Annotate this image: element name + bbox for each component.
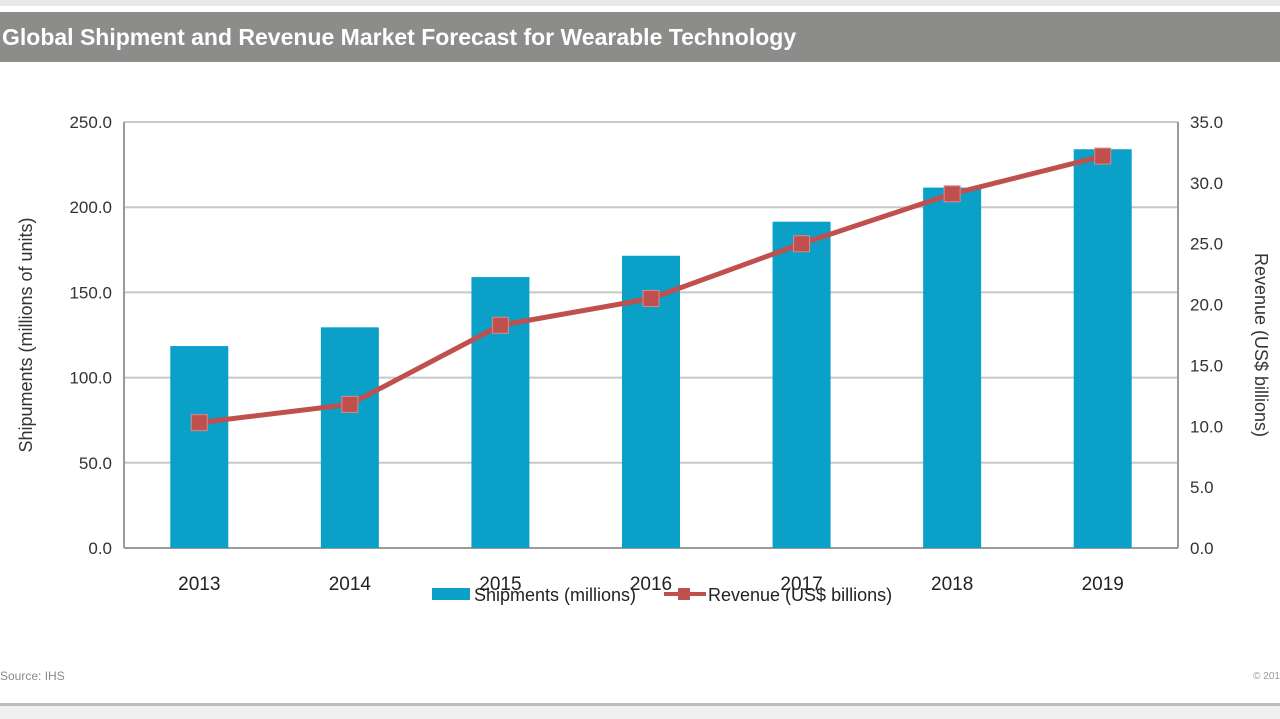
legend-swatch-revenue-marker bbox=[678, 588, 690, 600]
y-left-tick-label: 250.0 bbox=[69, 113, 112, 132]
x-tick-label: 2016 bbox=[630, 574, 672, 595]
copyright-note: © 201 bbox=[1253, 671, 1280, 682]
y-right-tick-label: 20.0 bbox=[1190, 296, 1223, 315]
chart-canvas: 0.0 50.0 100.0 150.0 200.0 250.0 0.0 5.0 10.0 15.… bbox=[16, 113, 1271, 605]
shipment-bar bbox=[320, 327, 379, 548]
source-note: Source: IHS bbox=[0, 669, 65, 683]
y-right-tick-label: 0.0 bbox=[1190, 539, 1214, 558]
x-tick-label: 2013 bbox=[178, 574, 220, 595]
y-left-tick-label: 100.0 bbox=[69, 369, 112, 388]
chart-header: Global Shipment and Revenue Market Forec… bbox=[0, 12, 1280, 62]
legend-label-shipments: Shipments (millions) bbox=[474, 585, 636, 605]
y-right-tick-label: 35.0 bbox=[1190, 113, 1223, 132]
revenue-marker bbox=[943, 185, 961, 203]
y-right-tick-label: 10.0 bbox=[1190, 417, 1223, 436]
x-tick-label: 2019 bbox=[1082, 574, 1124, 595]
y-right-tick-label: 5.0 bbox=[1190, 478, 1214, 497]
shipment-bar bbox=[923, 187, 982, 548]
x-tick-label: 2014 bbox=[329, 574, 372, 595]
revenue-marker bbox=[793, 235, 811, 253]
top-band bbox=[0, 0, 1280, 6]
shipment-bar bbox=[1073, 149, 1132, 548]
revenue-marker bbox=[190, 414, 208, 432]
y-right-axis-title: Revenue (US$ billions) bbox=[1251, 253, 1271, 437]
y-left-tick-label: 0.0 bbox=[88, 539, 112, 558]
revenue-marker bbox=[1094, 147, 1112, 165]
revenue-marker bbox=[341, 395, 359, 413]
shipment-bar bbox=[772, 221, 831, 548]
revenue-marker bbox=[642, 289, 660, 307]
legend-swatch-shipments bbox=[432, 588, 470, 600]
x-tick-label: 2017 bbox=[780, 574, 822, 595]
y-left-tick-label: 150.0 bbox=[69, 283, 112, 302]
y-right-tick-label: 15.0 bbox=[1190, 356, 1223, 375]
x-tick-label: 2018 bbox=[931, 574, 973, 595]
shipment-bar bbox=[170, 346, 229, 548]
revenue-marker bbox=[491, 316, 509, 334]
y-left-tick-label: 200.0 bbox=[69, 198, 112, 217]
x-tick-label: 2015 bbox=[479, 574, 521, 595]
legend-label-revenue: Revenue (US$ billions) bbox=[708, 585, 892, 605]
bottom-band bbox=[0, 706, 1280, 719]
y-right-tick-label: 25.0 bbox=[1190, 235, 1223, 254]
y-left-axis-title: Shipuments (millions of units) bbox=[16, 217, 36, 452]
bottom-rule bbox=[0, 703, 1280, 706]
y-left-tick-label: 50.0 bbox=[79, 454, 112, 473]
chart-title: Global Shipment and Revenue Market Forec… bbox=[2, 23, 797, 50]
y-right-tick-label: 30.0 bbox=[1190, 174, 1223, 193]
